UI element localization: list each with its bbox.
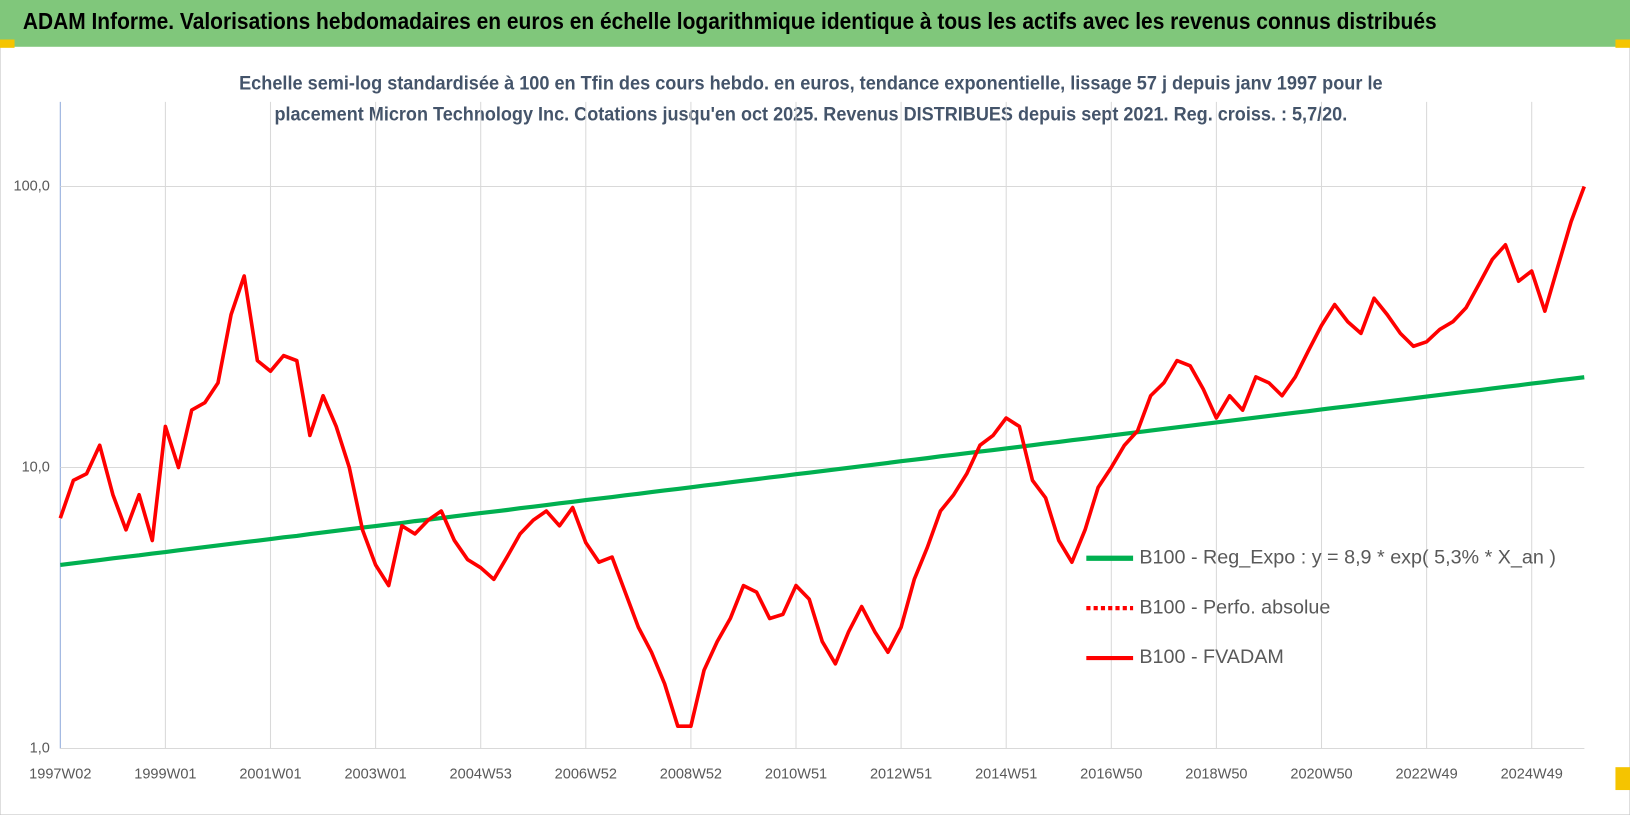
x-tick-label: 2012W51 <box>870 766 932 782</box>
subtitle: Echelle semi-log standardisée à 100 en T… <box>239 72 1383 94</box>
x-tick-label: 2024W49 <box>1501 766 1563 782</box>
y-tick-label: 1,0 <box>30 740 50 756</box>
series-line <box>58 185 1586 729</box>
y-tick-label: 10,0 <box>22 459 50 475</box>
chart-title: ADAM Informe. Valorisations hebdomadaire… <box>23 8 1437 34</box>
legend-label: B100 - Perfo. absolue <box>1139 596 1330 618</box>
x-tick-label: 2020W50 <box>1290 766 1352 782</box>
x-tick-label: 1997W02 <box>29 766 91 782</box>
x-tick-label: 2003W01 <box>344 766 406 782</box>
series-line <box>60 375 1585 567</box>
x-tick-label: 2014W51 <box>975 766 1037 782</box>
x-tick-label: 2022W49 <box>1395 766 1457 782</box>
x-tick-label: 2018W50 <box>1185 766 1247 782</box>
corner <box>0 39 15 48</box>
corner <box>1615 767 1630 791</box>
legend-label: B100 - Reg_Expo : y = 8,9 * exp( 5,3% * … <box>1139 546 1556 568</box>
x-tick-label: 2004W53 <box>450 766 512 782</box>
x-tick-label: 1999W01 <box>134 766 196 782</box>
title-banner <box>0 0 1630 47</box>
x-tick-label: 2006W52 <box>555 766 617 782</box>
y-tick-label: 100,0 <box>13 178 49 194</box>
x-tick-label: 2008W52 <box>660 766 722 782</box>
subtitle: placement Micron Technology Inc. Cotatio… <box>274 104 1347 126</box>
corner <box>1615 39 1630 48</box>
legend-label: B100 - FVADAM <box>1139 646 1284 668</box>
x-tick-label: 2010W51 <box>765 766 827 782</box>
x-tick-label: 2016W50 <box>1080 766 1142 782</box>
x-tick-label: 2001W01 <box>239 766 301 782</box>
